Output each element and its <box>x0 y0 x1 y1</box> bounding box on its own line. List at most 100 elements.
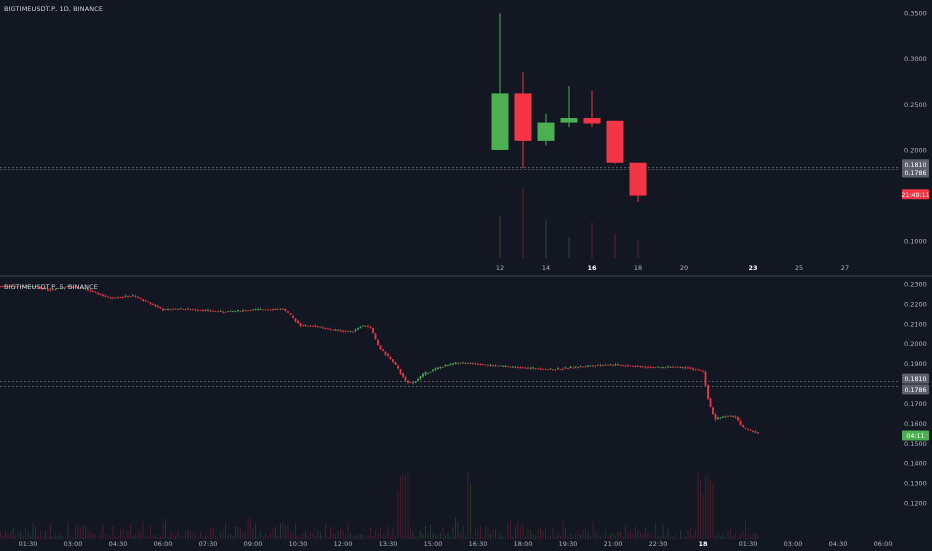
volume-bar <box>410 527 411 539</box>
volume-bar <box>682 536 684 539</box>
volume-bar <box>737 536 739 539</box>
volume-bar <box>657 534 659 539</box>
candle-body <box>389 356 392 359</box>
volume-bar <box>735 532 736 539</box>
daily-chart-pane[interactable]: BIGTIMEUSDT.P, 1D, BINANCE 0.3500 0.3000 0… <box>0 0 932 276</box>
candle-body <box>534 368 537 370</box>
candle-body <box>254 309 257 311</box>
volume-bar <box>665 536 666 539</box>
volume-bar <box>120 529 121 539</box>
volume-bar <box>527 526 529 539</box>
volume-bar <box>55 534 56 539</box>
volume-bar <box>132 535 134 539</box>
candle-body <box>197 309 199 311</box>
candle-body <box>294 318 297 322</box>
volume-bar <box>15 534 16 539</box>
candle-body <box>552 369 554 371</box>
candle-body <box>227 311 229 313</box>
candle-body <box>247 310 249 312</box>
volume-bar <box>642 534 644 539</box>
price-tag-mark: 0.1786 <box>904 170 926 177</box>
candle-body <box>24 286 27 288</box>
candle-body <box>242 310 244 312</box>
intraday-chart-pane[interactable]: BIGTIMEUSDT.P, 5, BINANCE 0.2300 0.2200 0.… <box>0 276 932 551</box>
volume-bar <box>125 536 126 539</box>
candle-body <box>367 326 369 328</box>
candle-body <box>332 329 334 331</box>
volume-bar <box>190 531 191 539</box>
volume-bar <box>605 530 606 539</box>
volume-bar <box>555 536 556 539</box>
volume-bar <box>385 534 386 539</box>
candle-body <box>727 415 729 417</box>
candle-body <box>199 309 202 311</box>
volume-bar <box>447 532 449 539</box>
candle-body <box>174 308 177 310</box>
candle-body <box>612 364 614 366</box>
candle-body <box>729 415 732 417</box>
volume-bar <box>532 534 534 539</box>
candle-body <box>144 300 147 302</box>
volume-bar <box>310 532 311 539</box>
x-tick-label: 09:00 <box>244 540 263 548</box>
volume-bar <box>45 530 46 539</box>
candle-body <box>134 295 137 297</box>
volume-bar <box>522 188 524 258</box>
y-tick-label: 0.2000 <box>904 340 927 348</box>
volume-bar <box>635 526 636 539</box>
candle-body <box>217 311 219 313</box>
candle-body <box>549 368 552 370</box>
volume-bar <box>415 536 416 539</box>
volume-bar <box>370 526 371 539</box>
volume-bar <box>107 535 109 539</box>
candle-body <box>702 370 704 372</box>
candle-body <box>419 376 422 379</box>
candle-body <box>569 366 572 368</box>
x-tick-label: 18:00 <box>514 540 533 548</box>
candle-body <box>97 292 99 295</box>
volume-bar <box>730 528 731 539</box>
candle-body <box>259 309 262 310</box>
volume-bar <box>142 521 144 539</box>
volume-bar <box>435 535 436 539</box>
candle-body <box>629 162 647 196</box>
countdown-tag-bg <box>902 430 929 441</box>
candle-body <box>647 366 649 368</box>
candle-body <box>357 328 359 330</box>
volume-bar <box>165 518 166 539</box>
pane-separator[interactable] <box>0 275 932 276</box>
volume-bar <box>510 520 511 539</box>
candle-body <box>352 331 354 333</box>
volume-bar <box>0 531 1 539</box>
candle-body <box>4 286 7 287</box>
candle-body <box>587 365 589 367</box>
volume-bar <box>127 531 129 539</box>
candle-body <box>607 364 609 366</box>
candle-body <box>684 367 687 369</box>
volume-bar <box>252 528 254 539</box>
candle-body <box>72 286 74 288</box>
candle-body <box>469 362 472 364</box>
volume-bar <box>320 532 321 539</box>
candle-body <box>312 325 314 327</box>
volume-bar <box>280 523 281 539</box>
x-tick-label: 20 <box>680 264 688 272</box>
volume-bar <box>257 536 259 539</box>
volume-bar <box>192 532 194 539</box>
candle-body <box>462 362 464 364</box>
candle-body <box>474 363 477 365</box>
volume-bar <box>350 533 351 539</box>
candle-body <box>529 367 532 369</box>
volume-bar <box>582 530 584 539</box>
candle-body <box>757 432 759 434</box>
volume-bar <box>352 536 354 539</box>
volume-bar <box>255 523 256 539</box>
volume-bar <box>62 536 64 539</box>
volume-bar <box>572 536 574 539</box>
candle-body <box>717 417 719 420</box>
candle-body <box>162 308 164 311</box>
candle-body <box>179 308 182 310</box>
price-tag-mark: 0.1786 <box>904 387 926 394</box>
volume-bar <box>260 532 261 539</box>
volume-bar <box>305 531 306 539</box>
